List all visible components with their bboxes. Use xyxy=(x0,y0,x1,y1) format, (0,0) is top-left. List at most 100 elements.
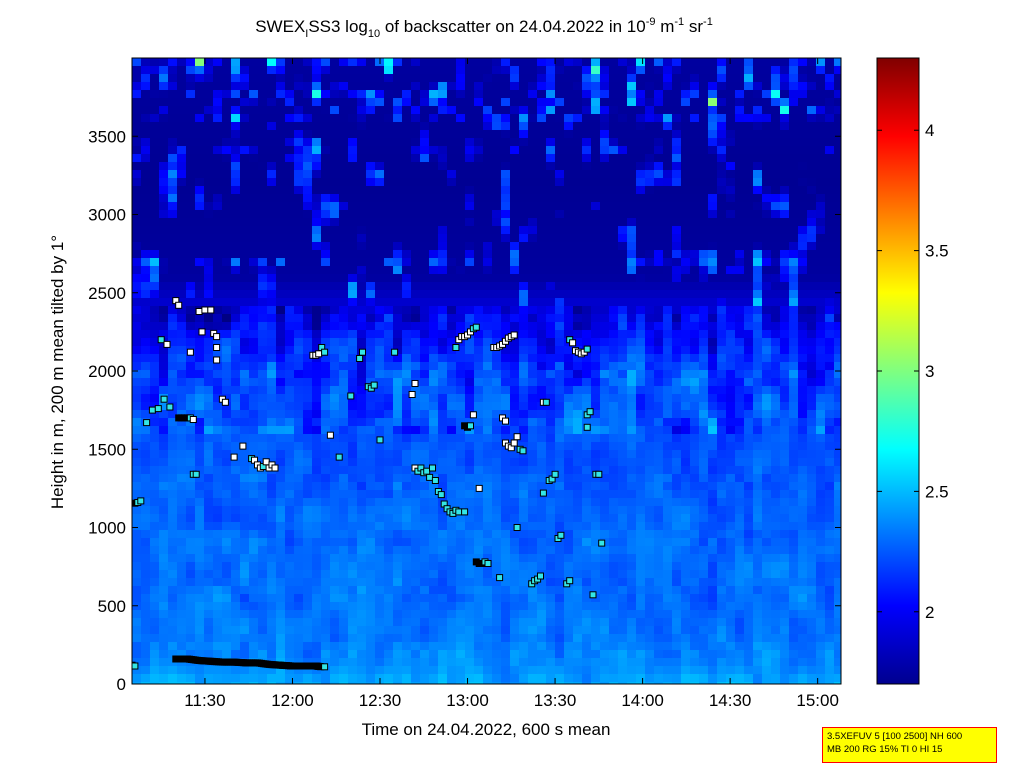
heat-cell xyxy=(663,434,673,443)
heat-cell xyxy=(492,610,502,619)
heat-cell xyxy=(537,314,547,323)
heat-cell xyxy=(537,258,547,267)
heat-cell xyxy=(573,562,583,571)
heat-cell xyxy=(501,266,511,275)
heat-cell xyxy=(384,482,394,491)
heat-cell xyxy=(303,682,313,684)
heat-cell xyxy=(366,146,376,155)
heat-cell xyxy=(654,194,664,203)
heat-cell xyxy=(438,226,448,235)
heat-cell xyxy=(177,418,187,427)
heat-cell xyxy=(429,338,439,347)
heat-cell xyxy=(546,58,556,67)
heat-cell xyxy=(222,274,232,283)
heat-cell xyxy=(645,490,655,499)
heat-cell xyxy=(438,170,448,179)
heat-cell xyxy=(645,82,655,91)
heat-cell xyxy=(357,290,367,299)
heat-cell xyxy=(285,378,295,387)
heat-cell xyxy=(456,138,466,147)
heat-cell xyxy=(573,186,583,195)
heat-cell xyxy=(204,226,214,235)
heat-cell xyxy=(528,490,538,499)
heat-cell xyxy=(402,82,412,91)
heat-cell xyxy=(663,634,673,643)
heat-cell xyxy=(501,258,511,267)
heat-cell xyxy=(366,514,376,523)
heat-cell xyxy=(429,642,439,651)
heat-cell xyxy=(465,570,475,579)
heat-cell xyxy=(411,410,421,419)
heat-cell xyxy=(186,250,196,259)
heat-cell xyxy=(366,506,376,515)
heat-cell xyxy=(267,410,277,419)
heat-cell xyxy=(582,58,592,67)
heat-cell xyxy=(330,90,340,99)
heat-cell xyxy=(528,98,538,107)
heat-cell xyxy=(276,178,286,187)
heat-cell xyxy=(168,442,178,451)
heat-cell xyxy=(672,594,682,603)
heat-cell xyxy=(240,82,250,91)
heat-cell xyxy=(177,594,187,603)
heat-cell xyxy=(357,402,367,411)
heat-cell xyxy=(132,90,142,99)
heat-cell xyxy=(411,178,421,187)
heat-cell xyxy=(141,98,151,107)
heat-cell xyxy=(663,98,673,107)
heat-cell xyxy=(627,178,637,187)
heat-cell xyxy=(213,610,223,619)
heat-cell xyxy=(411,522,421,531)
heat-cell xyxy=(627,322,637,331)
heat-cell xyxy=(339,426,349,435)
heat-cell xyxy=(510,122,520,131)
heat-cell xyxy=(222,186,232,195)
heat-cell xyxy=(564,610,574,619)
heat-cell xyxy=(564,322,574,331)
heat-cell xyxy=(501,386,511,395)
heat-cell xyxy=(141,530,151,539)
heat-cell xyxy=(294,202,304,211)
heat-cell xyxy=(231,74,241,83)
heat-cell xyxy=(609,426,619,435)
heat-cell xyxy=(474,234,484,243)
heat-cell xyxy=(492,602,502,611)
heat-cell xyxy=(618,282,628,291)
heat-cell xyxy=(636,82,646,91)
heat-cell xyxy=(195,282,205,291)
heat-cell xyxy=(645,418,655,427)
heat-cell xyxy=(366,114,376,123)
heat-cell xyxy=(231,378,241,387)
heat-cell xyxy=(672,186,682,195)
heat-cell xyxy=(546,290,556,299)
heat-cell xyxy=(357,522,367,531)
heat-cell xyxy=(258,146,268,155)
heat-cell xyxy=(321,538,331,547)
heat-cell xyxy=(429,58,439,67)
heat-cell xyxy=(672,586,682,595)
heat-cell xyxy=(609,74,619,83)
heat-cell xyxy=(168,578,178,587)
heat-cell xyxy=(537,242,547,251)
heat-cell xyxy=(204,362,214,371)
heat-cell xyxy=(555,570,565,579)
heat-cell xyxy=(483,650,493,659)
heat-cell xyxy=(591,114,601,123)
heat-cell xyxy=(258,194,268,203)
heat-cell xyxy=(276,498,286,507)
heat-cell xyxy=(267,650,277,659)
heat-cell xyxy=(618,138,628,147)
heat-cell xyxy=(492,298,502,307)
heat-cell xyxy=(654,58,664,67)
heat-cell xyxy=(537,386,547,395)
heat-cell xyxy=(312,650,322,659)
heat-cell xyxy=(555,386,565,395)
heat-cell xyxy=(672,162,682,171)
heat-cell xyxy=(195,82,205,91)
heat-cell xyxy=(699,66,709,75)
heat-cell xyxy=(573,194,583,203)
heat-cell xyxy=(393,394,403,403)
heat-cell xyxy=(402,442,412,451)
heat-cell xyxy=(591,530,601,539)
heat-cell xyxy=(672,666,682,675)
